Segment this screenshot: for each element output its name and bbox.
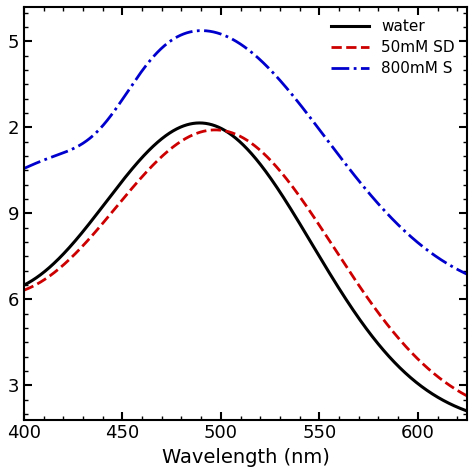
water bbox=[21, 283, 27, 288]
50mM SD bbox=[221, 128, 227, 134]
800mM S bbox=[221, 32, 227, 38]
50mM SD bbox=[333, 247, 338, 253]
Line: 800mM S: 800mM S bbox=[24, 31, 474, 279]
800mM S bbox=[199, 28, 204, 34]
800mM S bbox=[375, 200, 381, 206]
800mM S bbox=[383, 209, 389, 215]
50mM SD bbox=[204, 128, 210, 133]
water bbox=[205, 121, 210, 127]
X-axis label: Wavelength (nm): Wavelength (nm) bbox=[162, 448, 329, 467]
Line: 50mM SD: 50mM SD bbox=[24, 130, 474, 401]
50mM SD bbox=[212, 127, 218, 133]
water bbox=[221, 127, 227, 133]
water bbox=[333, 280, 338, 285]
800mM S bbox=[67, 147, 73, 153]
water bbox=[383, 350, 389, 356]
Line: water: water bbox=[24, 123, 474, 414]
50mM SD bbox=[21, 287, 27, 293]
50mM SD bbox=[375, 309, 381, 315]
water bbox=[67, 244, 73, 249]
800mM S bbox=[333, 148, 338, 154]
water bbox=[197, 120, 202, 126]
Legend: water, 50mM SD, 800mM S: water, 50mM SD, 800mM S bbox=[326, 15, 459, 81]
water bbox=[375, 340, 381, 346]
800mM S bbox=[21, 165, 27, 171]
50mM SD bbox=[67, 256, 73, 262]
800mM S bbox=[205, 28, 210, 34]
50mM SD bbox=[383, 320, 389, 326]
